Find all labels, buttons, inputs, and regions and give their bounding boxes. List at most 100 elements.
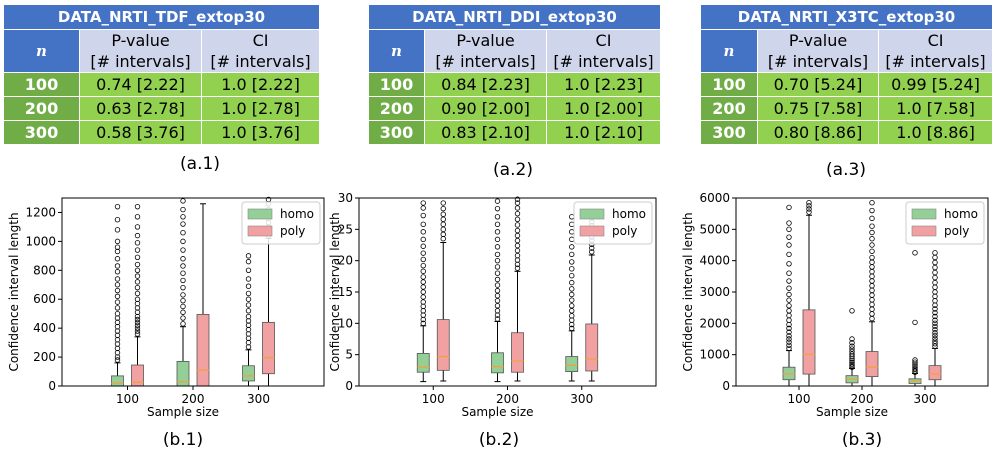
outlier-point (440, 211, 446, 217)
outlier-point (869, 283, 875, 289)
outlier-point (420, 289, 426, 295)
outlier-point (494, 198, 501, 204)
outlier-point (786, 220, 792, 226)
legend-label: homo (280, 207, 314, 221)
box-iqr (865, 351, 879, 378)
n-header: n (368, 29, 425, 73)
outlier-point (134, 261, 141, 268)
outlier-point (180, 230, 186, 236)
outlier-point (932, 332, 938, 339)
outlier-point (180, 315, 186, 321)
y-tick-label: 1000 (699, 348, 730, 362)
outlier-point (114, 357, 121, 363)
outlier-point (786, 336, 792, 342)
x-tick-label: 200 (496, 392, 519, 406)
outlier-point (786, 303, 792, 309)
outlier-point (869, 311, 875, 317)
box-homo (111, 203, 124, 387)
outlier-point (849, 346, 855, 352)
outlier-point (114, 227, 121, 233)
outlier-point (245, 258, 252, 265)
outlier-point (114, 350, 121, 356)
outlier-point (849, 357, 855, 364)
outlier-point (932, 269, 938, 276)
table-ddi: DATA_NRTI_DDI_extop30 n P-value [# interv… (368, 4, 661, 145)
outlier-point (569, 266, 575, 272)
outlier-point (514, 200, 521, 206)
outlier-point (440, 221, 446, 228)
outlier-point (932, 317, 938, 323)
outlier-point (514, 242, 521, 249)
x-tick-label: 100 (422, 392, 445, 406)
outlier-point (420, 250, 426, 256)
box-iqr (176, 361, 190, 387)
n-cell: 100 (368, 72, 425, 97)
outlier-point (180, 206, 186, 213)
n-cell: 300 (3, 120, 80, 145)
x-tick-label: 300 (914, 392, 937, 406)
pvalue-cell: 0.58 [3.76] (79, 120, 202, 145)
outlier-point (869, 306, 875, 312)
outlier-point (494, 270, 501, 276)
outlier-point (440, 226, 446, 233)
box-homo (176, 198, 190, 387)
y-tick-label: 1000 (25, 234, 56, 248)
table-row: 200 0.75 [7.58] 1.0 [7.58] (700, 96, 994, 121)
n-cell: 200 (700, 96, 758, 121)
legend-swatch (911, 225, 937, 237)
outlier-point (786, 251, 792, 258)
outlier-point (134, 214, 141, 220)
outlier-point (114, 287, 121, 294)
table-row: 100 0.70 [5.24] 0.99 [5.24] (700, 72, 994, 97)
outlier-point (849, 362, 855, 369)
outlier-point (932, 274, 938, 281)
y-tick-label: 3000 (699, 285, 730, 299)
outlier-point (440, 200, 446, 206)
y-tick-label: 6000 (699, 191, 730, 205)
outlier-point (786, 308, 792, 314)
outlier-point (849, 348, 855, 355)
outlier-point (869, 229, 875, 236)
y-tick-label: 2000 (699, 316, 730, 330)
y-axis-label: Confidence interval length (7, 212, 21, 371)
outlier-point (569, 325, 575, 332)
outlier-point (180, 321, 186, 327)
outlier-point (786, 339, 792, 345)
outlier-point (180, 214, 186, 220)
outlier-point (420, 256, 426, 263)
y-tick-label: 0 (48, 379, 56, 393)
outlier-point (786, 345, 792, 352)
outlier-point (114, 293, 121, 300)
outlier-point (134, 313, 141, 320)
outlier-point (494, 229, 501, 235)
n-header: n (700, 29, 758, 73)
boxplot-chart-b3: 0 1000 2000 3000 4000 5000 6000 100 200 300 Sample… (681, 191, 989, 419)
box-homo (565, 214, 579, 382)
chart-caption: (b.3) (841, 430, 883, 450)
outlier-point (134, 232, 141, 239)
n-header: n (3, 29, 80, 73)
outlier-point (114, 248, 121, 255)
outlier-point (134, 290, 141, 297)
table-row: 300 0.83 [2.10] 1.0 [2.10] (368, 120, 661, 145)
ci-cell: 1.0 [7.58] (877, 96, 994, 121)
box-iqr (511, 332, 524, 373)
y-tick-label: 0 (345, 379, 353, 393)
box-poly (928, 250, 942, 387)
x-tick-label: 200 (182, 392, 205, 406)
outlier-point (114, 341, 121, 347)
outlier-point (134, 331, 141, 337)
ci-cell: 1.0 [8.86] (877, 120, 994, 145)
outlier-point (806, 203, 812, 209)
legend-label: poly (280, 224, 305, 238)
outlier-point (869, 268, 875, 275)
outlier-point (932, 343, 938, 349)
outlier-point (849, 308, 855, 314)
outlier-point (420, 221, 426, 228)
outlier-point (494, 288, 501, 294)
n-cell: 300 (700, 120, 758, 145)
outlier-point (134, 316, 141, 323)
box-iqr (262, 321, 275, 375)
outlier-point (849, 361, 855, 367)
outlier-point (932, 264, 938, 271)
